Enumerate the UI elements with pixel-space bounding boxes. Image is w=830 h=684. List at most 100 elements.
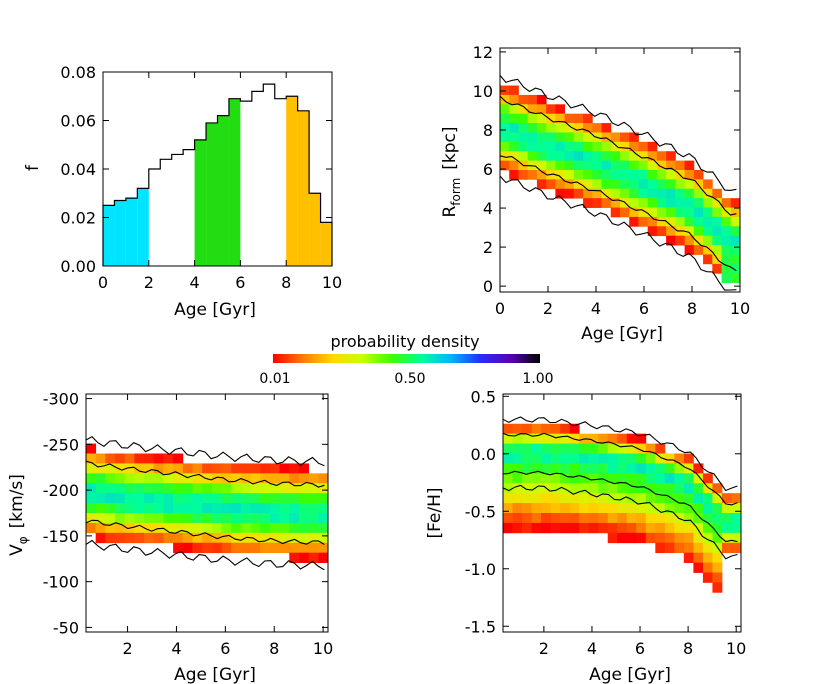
heatmap-cell xyxy=(269,532,280,544)
heatmap-cell xyxy=(536,141,547,152)
histogram-bar xyxy=(114,200,126,266)
heatmap-cell xyxy=(693,473,704,484)
y-tick-label: 0.06 xyxy=(60,112,96,131)
heatmap-cell xyxy=(144,532,155,544)
heatmap-cell xyxy=(522,463,532,474)
x-tick-label: 8 xyxy=(687,299,697,318)
heatmap-cell xyxy=(105,483,116,494)
heatmap-cell xyxy=(598,522,609,534)
x-tick-label: 8 xyxy=(683,639,693,658)
heatmap-cell xyxy=(598,463,609,474)
heatmap-cell xyxy=(693,198,704,208)
heatmap-cell xyxy=(712,493,723,504)
heatmap-cell xyxy=(601,123,612,133)
heatmap-cell xyxy=(144,453,155,464)
heatmap-cell xyxy=(583,179,593,190)
heatmap-cell xyxy=(655,473,666,484)
heatmap-cell xyxy=(541,522,551,534)
heatmap-cell xyxy=(318,473,329,484)
heatmap-cell xyxy=(541,513,551,524)
heatmap-cell xyxy=(684,188,695,199)
heatmap-cell xyxy=(124,463,135,474)
heatmap-cell xyxy=(666,216,676,227)
heatmap-cell xyxy=(620,179,630,190)
heatmap-cell xyxy=(560,483,571,494)
heatmap-cell xyxy=(647,198,658,208)
plot-frame xyxy=(85,393,329,633)
heatmap-cell xyxy=(173,522,184,534)
heatmap-cell xyxy=(592,179,602,190)
heatmap-cell xyxy=(231,503,242,514)
heatmap-cell xyxy=(550,493,561,504)
heatmap-cell xyxy=(182,542,193,554)
heatmap-cell xyxy=(211,483,222,494)
x-axis-label: Age [Gyr] xyxy=(174,665,256,684)
heatmap-cell xyxy=(144,473,155,484)
colorbar: probability density 0.01 0.50 1.00 xyxy=(259,332,553,387)
heatmap-cell xyxy=(564,160,575,171)
heatmap-cell xyxy=(629,179,639,190)
histogram-bar xyxy=(217,115,229,267)
heatmap-cell xyxy=(318,493,329,504)
heatmap-cell xyxy=(573,188,584,199)
heatmap-cell xyxy=(308,503,319,514)
histogram-bar xyxy=(275,99,286,266)
heatmap-cell xyxy=(564,179,575,190)
heatmap-cell xyxy=(588,463,599,474)
y-tick-label: -1.0 xyxy=(465,560,496,579)
heatmap-cell xyxy=(509,170,519,180)
heatmap-cell xyxy=(636,483,647,494)
heatmap-cell xyxy=(546,104,556,115)
heatmap-cell xyxy=(617,532,628,544)
heatmap-cell xyxy=(522,483,532,494)
heatmap-cell xyxy=(617,463,628,474)
heatmap-cell xyxy=(144,522,155,534)
heatmap-cell xyxy=(279,513,290,524)
heatmap-cell xyxy=(664,463,675,474)
heatmap-cell xyxy=(730,198,741,208)
heatmap-cell xyxy=(592,170,602,180)
heatmap-cell xyxy=(683,522,694,534)
y-tick-label: 8 xyxy=(483,121,493,140)
x-tick-label: 4 xyxy=(587,639,597,658)
heatmap-cell xyxy=(675,188,686,199)
heatmap-cell xyxy=(260,532,271,544)
heatmap-cell xyxy=(512,522,523,534)
heatmap-cell xyxy=(124,503,135,514)
heatmap-cell xyxy=(684,198,695,208)
histogram-bar xyxy=(240,101,251,266)
heatmap-cell xyxy=(610,207,621,218)
heatmap-cell xyxy=(610,141,621,152)
heatmap-cell xyxy=(712,245,722,255)
x-tick-label: 10 xyxy=(313,639,333,658)
heatmap-cell xyxy=(240,503,251,514)
heatmap-cell xyxy=(500,160,510,171)
heatmap-cell xyxy=(289,503,300,514)
x-tick-label: 10 xyxy=(730,299,750,318)
heatmap-cell xyxy=(536,104,547,115)
heatmap-cell xyxy=(231,513,242,524)
heatmap-cell xyxy=(153,503,164,514)
heatmap-cell xyxy=(269,503,280,514)
heatmap-cell xyxy=(153,513,164,524)
heatmap-cell xyxy=(512,423,523,435)
heatmap-cell xyxy=(134,503,145,514)
heatmap-cell xyxy=(684,160,695,171)
y-axis-label: f xyxy=(23,164,43,171)
heatmap-cell xyxy=(601,151,612,162)
heatmap-cell xyxy=(721,198,732,208)
heatmap-cell xyxy=(579,463,590,474)
heatmap-cell xyxy=(664,532,675,544)
heatmap-cell xyxy=(163,463,174,474)
histogram-bar xyxy=(183,150,194,266)
heatmap-cell xyxy=(105,503,116,514)
heatmap-cell xyxy=(666,151,676,162)
heatmap-cell xyxy=(712,188,722,199)
heatmap-cell xyxy=(509,141,519,152)
contour-line xyxy=(502,484,738,560)
heatmap-cell xyxy=(712,207,722,218)
heatmap-cell xyxy=(163,473,174,484)
heatmap-cell xyxy=(647,226,658,237)
heatmap-cell xyxy=(579,483,590,494)
heatmap-cell xyxy=(105,532,116,544)
